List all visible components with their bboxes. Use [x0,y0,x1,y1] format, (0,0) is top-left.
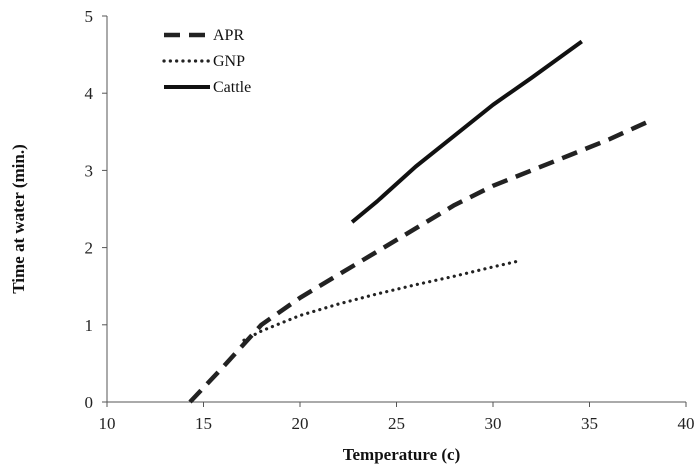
axes [106,16,686,403]
y-tick-label: 5 [85,7,94,26]
y-tick-label: 2 [85,239,94,258]
x-axis-ticks: 10 15 20 25 30 35 40 [99,402,695,433]
series-line-gnp [242,259,522,342]
x-tick-label: 25 [388,414,405,433]
legend-label-apr: APR [213,27,244,44]
x-tick-label: 15 [195,414,212,433]
y-tick-label: 4 [85,84,94,103]
x-tick-label: 30 [485,414,502,433]
y-tick-label: 3 [85,161,94,180]
series-layer [188,39,653,404]
legend-label-gnp: GNP [213,53,245,70]
x-tick-label: 10 [99,414,116,433]
x-tick-label: 35 [581,414,598,433]
y-axis-title: Time at water (min.) [9,144,28,294]
x-axis-title: Temperature (c) [343,445,461,464]
x-tick-label: 40 [678,414,695,433]
y-axis-ticks: 0 1 2 3 4 5 [85,7,107,412]
series-line-cattle [350,39,583,224]
x-tick-label: 20 [292,414,309,433]
legend: APR GNP Cattle [162,27,251,96]
legend-label-cattle: Cattle [213,79,251,96]
y-tick-label: 0 [85,393,94,412]
y-tick-label: 1 [85,316,94,335]
series-line-apr [188,118,653,404]
